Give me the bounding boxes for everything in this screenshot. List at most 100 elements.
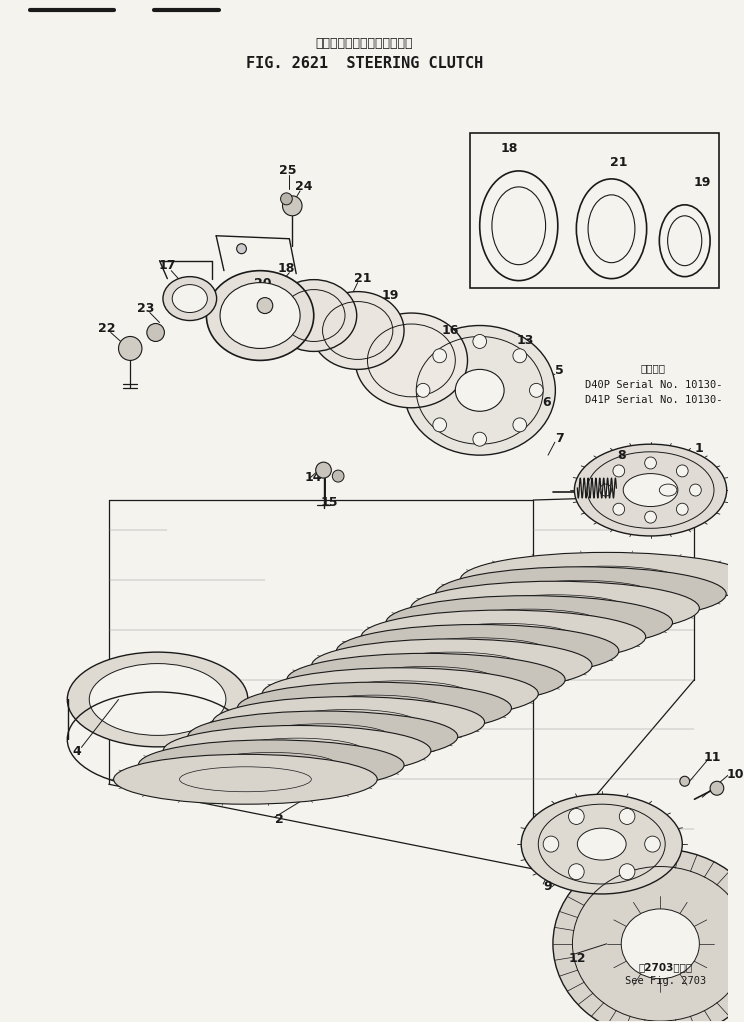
Circle shape (645, 511, 656, 523)
Ellipse shape (271, 280, 356, 352)
Ellipse shape (89, 663, 226, 736)
Ellipse shape (172, 284, 208, 313)
Ellipse shape (163, 277, 217, 321)
Ellipse shape (213, 697, 484, 748)
Ellipse shape (577, 179, 647, 279)
Ellipse shape (553, 849, 744, 1022)
Text: 14: 14 (305, 470, 322, 483)
Circle shape (433, 349, 446, 363)
Ellipse shape (206, 271, 314, 361)
Circle shape (568, 864, 584, 880)
Circle shape (680, 777, 690, 786)
Text: 18: 18 (500, 142, 518, 155)
Text: 25: 25 (279, 165, 296, 178)
Circle shape (237, 243, 246, 253)
Circle shape (315, 462, 331, 478)
Ellipse shape (461, 552, 744, 607)
Circle shape (473, 432, 487, 447)
Circle shape (473, 334, 487, 349)
Circle shape (280, 193, 292, 204)
Ellipse shape (480, 171, 558, 281)
Circle shape (645, 836, 661, 852)
Circle shape (333, 470, 344, 482)
Text: See Fig. 2703: See Fig. 2703 (624, 976, 706, 986)
Ellipse shape (386, 596, 673, 649)
Circle shape (543, 836, 559, 852)
Circle shape (433, 418, 446, 432)
Text: 21: 21 (354, 272, 371, 285)
Text: 17: 17 (158, 260, 176, 272)
Ellipse shape (67, 652, 248, 747)
Circle shape (613, 465, 625, 477)
Circle shape (416, 383, 430, 398)
Ellipse shape (522, 794, 682, 894)
Circle shape (147, 324, 164, 341)
Ellipse shape (336, 624, 619, 678)
Circle shape (283, 196, 302, 216)
Text: 23: 23 (137, 303, 155, 315)
Text: 12: 12 (568, 953, 586, 966)
Text: 4: 4 (72, 745, 81, 758)
Circle shape (513, 349, 527, 363)
Text: 適用号機: 適用号機 (641, 364, 666, 373)
Circle shape (645, 457, 656, 469)
Circle shape (613, 503, 625, 515)
Text: ステアリング　クラッチ｀｀: ステアリング クラッチ｀｀ (315, 37, 413, 50)
Text: 13: 13 (517, 334, 534, 346)
Text: 19: 19 (693, 177, 711, 189)
Circle shape (600, 484, 612, 496)
Ellipse shape (411, 582, 699, 636)
Text: 19: 19 (381, 289, 399, 303)
Ellipse shape (237, 683, 511, 734)
Ellipse shape (163, 726, 431, 776)
Ellipse shape (287, 653, 565, 706)
Text: 5: 5 (555, 364, 564, 377)
Ellipse shape (220, 283, 300, 349)
Text: 6: 6 (542, 396, 551, 409)
Text: 16: 16 (442, 324, 459, 337)
Bar (470, 133, 719, 287)
Text: 20: 20 (254, 277, 272, 290)
Text: 3: 3 (475, 648, 484, 661)
Text: 10: 10 (727, 768, 744, 781)
Ellipse shape (311, 291, 404, 369)
Ellipse shape (138, 740, 404, 790)
Ellipse shape (312, 639, 592, 692)
Ellipse shape (659, 204, 710, 277)
Circle shape (530, 383, 543, 398)
Ellipse shape (621, 909, 699, 979)
Text: 15: 15 (321, 496, 338, 509)
Circle shape (513, 418, 527, 432)
Ellipse shape (577, 828, 626, 861)
Ellipse shape (435, 567, 726, 621)
Ellipse shape (114, 754, 377, 804)
Text: 7: 7 (555, 431, 564, 445)
Text: FIG. 2621  STEERING CLUTCH: FIG. 2621 STEERING CLUTCH (246, 56, 483, 71)
Circle shape (257, 297, 273, 314)
Ellipse shape (623, 473, 678, 507)
Text: D41P Serial No. 10130-: D41P Serial No. 10130- (585, 396, 722, 406)
Text: 第2703図参照: 第2703図参照 (638, 962, 692, 972)
Circle shape (619, 864, 635, 880)
Ellipse shape (404, 325, 555, 455)
Circle shape (118, 336, 142, 361)
Circle shape (690, 484, 702, 496)
Text: 8: 8 (617, 449, 626, 462)
Ellipse shape (455, 369, 504, 411)
Text: 18: 18 (278, 263, 295, 275)
Text: 9: 9 (544, 881, 552, 893)
Circle shape (676, 503, 688, 515)
Circle shape (619, 808, 635, 825)
Ellipse shape (659, 484, 677, 496)
Ellipse shape (574, 445, 727, 536)
Text: 2: 2 (275, 812, 284, 826)
Circle shape (710, 781, 724, 795)
Text: 24: 24 (295, 181, 312, 193)
Text: 1: 1 (695, 442, 704, 455)
Text: D40P Serial No. 10130-: D40P Serial No. 10130- (585, 380, 722, 390)
Ellipse shape (355, 313, 467, 408)
Ellipse shape (188, 711, 458, 762)
Circle shape (568, 808, 584, 825)
Circle shape (676, 465, 688, 477)
Text: 11: 11 (703, 751, 721, 763)
